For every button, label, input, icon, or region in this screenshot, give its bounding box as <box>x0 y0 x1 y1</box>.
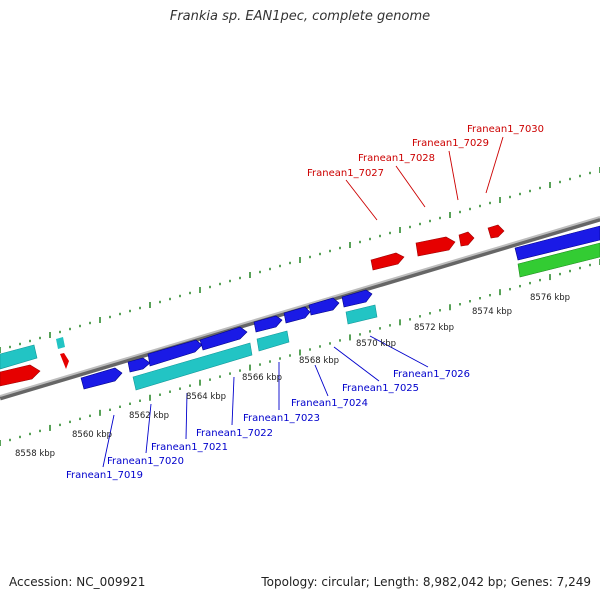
kbp-label: 8566 kbp <box>242 373 282 383</box>
kbp-label: 8560 kbp <box>72 430 112 440</box>
bottom-gene-label: Franean1_7024 <box>291 398 368 409</box>
bottom-gene-label: Franean1_7019 <box>66 470 143 481</box>
tick-dots-outer <box>0 167 600 353</box>
bottom-leader-line <box>369 335 429 368</box>
blue-gene-arrow <box>127 357 151 373</box>
kbp-label: 8568 kbp <box>299 356 339 366</box>
kbp-label: 8576 kbp <box>530 293 570 303</box>
blue-gene-arrow <box>308 297 340 316</box>
blue-gene-arrow <box>283 306 311 324</box>
kbp-labels: 8558 kbp 8560 kbp 8562 kbp 8564 kbp 8566 kbp… <box>15 293 570 459</box>
blue-gene-arrow <box>199 326 248 351</box>
leader-lines <box>102 136 504 468</box>
top-gene-label: Franean1_7030 <box>467 124 544 135</box>
cyan-features <box>0 304 378 391</box>
bottom-gene-label: Franean1_7020 <box>107 456 184 467</box>
accession-text: Accession: NC_009921 <box>9 575 146 589</box>
bottom-leader-line <box>314 364 329 397</box>
blue-gene-arrow <box>80 367 123 390</box>
blue-gene-arrow <box>341 289 373 308</box>
bottom-gene-label: Franean1_7021 <box>151 442 228 453</box>
green-gene-block <box>517 242 600 278</box>
bottom-gene-label: Franean1_7025 <box>342 383 419 394</box>
gene-labels: Franean1_7027 Franean1_7028 Franean1_7029 F… <box>66 124 544 481</box>
cyan-gene-block <box>132 342 253 391</box>
kbp-label: 8564 kbp <box>186 392 226 402</box>
blue-gene-arrow <box>253 315 283 333</box>
top-gene-label: Franean1_7028 <box>358 153 435 164</box>
bottom-gene-label: Franean1_7022 <box>196 428 273 439</box>
bottom-gene-label: Franean1_7026 <box>393 369 470 380</box>
cyan-gene-block <box>345 304 378 325</box>
cyan-gene-block <box>256 330 290 352</box>
red-gene-arrow <box>415 236 456 257</box>
cyan-gene-block <box>0 344 38 370</box>
top-leader-line <box>395 165 426 208</box>
genome-summary-text: Topology: circular; Length: 8,982,042 bp… <box>261 575 591 589</box>
red-gene-arrow <box>0 364 41 387</box>
kbp-label: 8558 kbp <box>15 449 55 459</box>
blue-gene-arrow <box>147 339 203 367</box>
bottom-leader-line <box>185 392 188 440</box>
top-gene-label: Franean1_7029 <box>412 138 489 149</box>
top-gene-label: Franean1_7027 <box>307 168 384 179</box>
red-gene-arrow <box>60 353 69 369</box>
top-leader-line <box>345 179 378 221</box>
top-leader-line <box>448 150 459 201</box>
blue-strand-features <box>80 225 600 390</box>
map-title: Frankia sp. EAN1pec, complete genome <box>169 9 431 24</box>
kbp-label: 8562 kbp <box>129 411 169 421</box>
bottom-leader-line <box>231 376 235 426</box>
cyan-gene-block <box>56 337 65 349</box>
red-gene-arrow <box>370 252 405 271</box>
red-gene-arrow <box>487 224 505 239</box>
kbp-label: 8572 kbp <box>414 323 454 333</box>
genome-backbone-highlight <box>0 216 600 397</box>
top-leader-line <box>485 136 504 194</box>
bottom-leader-line <box>145 403 152 454</box>
kbp-label: 8570 kbp <box>356 339 396 349</box>
kbp-label: 8574 kbp <box>472 307 512 317</box>
top-strand-features <box>0 224 505 387</box>
tick-dots-inner <box>0 259 600 446</box>
red-gene-arrow <box>458 231 475 247</box>
blue-gene-arrow <box>514 225 600 261</box>
bottom-gene-label: Franean1_7023 <box>243 413 320 424</box>
bottom-leader-line <box>102 414 115 468</box>
bottom-leader-line <box>333 346 380 382</box>
